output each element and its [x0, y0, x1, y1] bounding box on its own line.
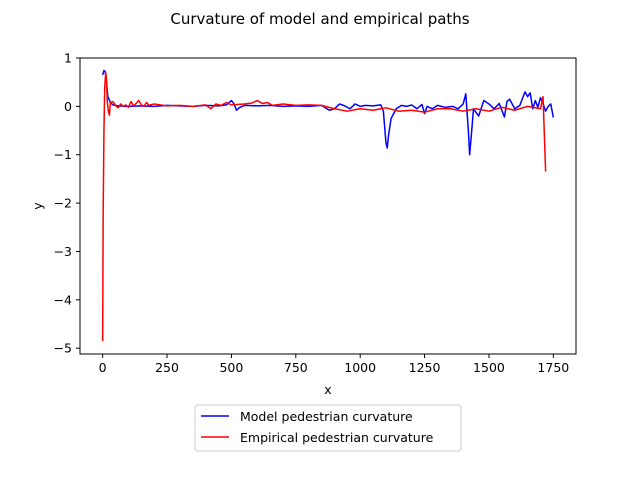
plot-frame: [79, 57, 577, 355]
x-axis: 0 250 500 750 1000 1250 1500 1750: [99, 354, 569, 375]
y-tick-label: −3: [54, 244, 72, 259]
series-layer: [101, 69, 555, 341]
y-axis: 1 0 −1 −2 −3 −4 −5: [54, 51, 80, 356]
y-tick-label: −5: [54, 341, 72, 356]
y-tick-label: −4: [54, 292, 72, 307]
x-tick-label: 1000: [344, 360, 376, 375]
x-axis-label: x: [324, 382, 331, 397]
legend: Model pedestrian curvature Empirical ped…: [194, 404, 462, 452]
y-tick-label: −2: [54, 196, 72, 211]
series-line-0: [101, 69, 555, 156]
chart-title: Curvature of model and empirical paths: [170, 10, 469, 28]
y-tick-label: 0: [64, 99, 72, 114]
series-line-1: [101, 71, 547, 341]
x-tick-label: 750: [284, 360, 308, 375]
legend-label-model: Model pedestrian curvature: [240, 409, 413, 424]
y-tick-label: 1: [64, 51, 72, 66]
legend-box: [194, 404, 462, 452]
x-tick-label: 0: [99, 360, 107, 375]
x-tick-label: 1250: [409, 360, 441, 375]
legend-label-empirical: Empirical pedestrian curvature: [240, 430, 434, 445]
y-tick-label: −1: [54, 147, 72, 162]
x-tick-label: 500: [219, 360, 243, 375]
x-tick-label: 250: [155, 360, 179, 375]
y-axis-label: y: [30, 202, 45, 210]
x-tick-label: 1500: [473, 360, 505, 375]
x-tick-label: 1750: [537, 360, 569, 375]
